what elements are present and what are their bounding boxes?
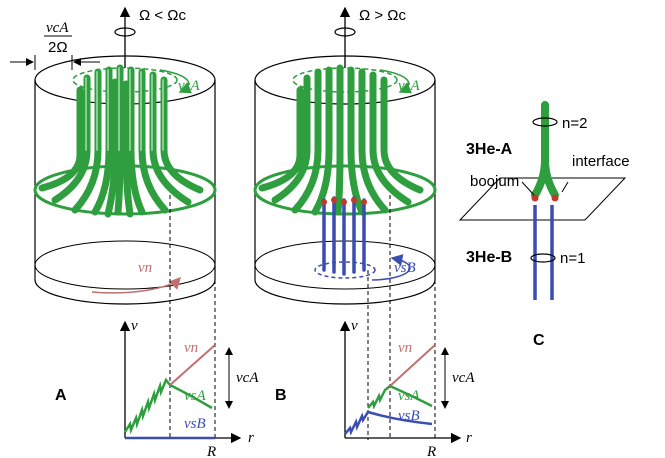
vsa-label-a: vsA xyxy=(178,78,200,94)
v-axis-label-b: v xyxy=(351,318,358,334)
vn-graph-label-a: vn xyxy=(184,340,198,356)
vn-arrow-a xyxy=(91,276,182,294)
vca-numerator: vcA xyxy=(46,20,69,36)
n-top-label: n=2 xyxy=(562,115,587,132)
vsa-graph-label-b: vsA xyxy=(398,388,420,404)
R-label-b: R xyxy=(426,444,436,458)
v-axis-label-a: v xyxy=(131,318,138,334)
vsa-graph-label-a: vsA xyxy=(184,388,206,404)
he-a-label: 3He-A xyxy=(466,141,513,158)
vsa-label-b: vsA xyxy=(398,78,420,94)
interface-label: interface xyxy=(572,153,630,170)
vn-label-a: vn xyxy=(138,260,152,276)
boojum-label: boojum xyxy=(470,173,519,190)
vsb-graph-label-a: vsB xyxy=(184,416,206,432)
vsb-graph-label-b: vsB xyxy=(398,408,420,424)
R-label-a: R xyxy=(206,444,216,458)
boojum-vortex xyxy=(521,101,569,300)
vsb-label-b: vsB xyxy=(394,260,416,276)
r-axis-label-a: r xyxy=(248,430,254,446)
vn-graph-label-b: vn xyxy=(398,340,412,356)
cylinder-b xyxy=(253,55,437,305)
vortex-bundle-b xyxy=(258,64,424,276)
n-bottom-label: n=1 xyxy=(560,250,585,267)
vca-dimension xyxy=(10,35,100,70)
r-axis-label-b: r xyxy=(466,430,472,446)
panel-label-b: B xyxy=(275,387,287,404)
graph-a xyxy=(119,320,242,444)
he-b-label: 3He-B xyxy=(466,249,512,266)
vortex-bundle-a xyxy=(38,64,204,218)
panel-label-a: A xyxy=(55,387,67,404)
graph-b xyxy=(339,320,462,444)
panel-label-c: C xyxy=(533,332,545,349)
rotation-axis-b xyxy=(334,6,356,68)
vca-graph-label-a: vcA xyxy=(236,370,259,386)
interface-plane xyxy=(458,177,627,221)
vca-graph-label-b: vcA xyxy=(452,370,475,386)
rotation-axis-a xyxy=(114,6,136,68)
rotation-label-a: Ω < Ωc xyxy=(139,7,187,24)
vca-denominator: 2Ω xyxy=(48,39,68,56)
rotation-label-b: Ω > Ωc xyxy=(359,7,407,24)
